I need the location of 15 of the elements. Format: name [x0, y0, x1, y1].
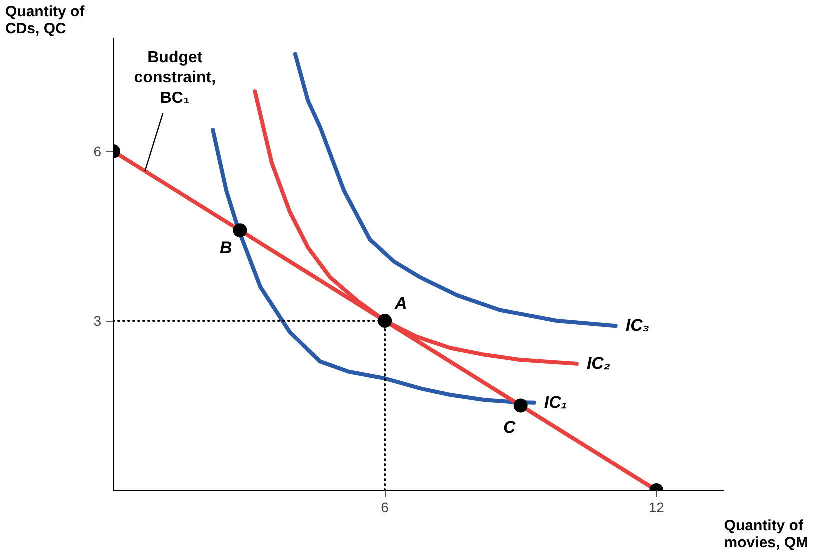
- y-tick-label: 3: [94, 313, 102, 329]
- x-tick-label: 12: [648, 500, 665, 516]
- annotation: A: [394, 294, 408, 313]
- point: [233, 224, 248, 238]
- series-label: IC₂: [586, 354, 611, 373]
- annotation: B: [220, 238, 232, 258]
- x-axis-title: Quantity of movies, QM: [724, 518, 809, 551]
- series-label: IC₁: [544, 392, 568, 412]
- point: [514, 398, 528, 413]
- annotation: C: [504, 418, 517, 437]
- y-axis-title: Quantity of CDs, QC: [6, 4, 86, 38]
- line-series: [293, 52, 618, 328]
- point: [378, 314, 392, 328]
- series-label: IC₃: [626, 316, 650, 336]
- annotation: Budget constraint, BC₁: [134, 49, 216, 108]
